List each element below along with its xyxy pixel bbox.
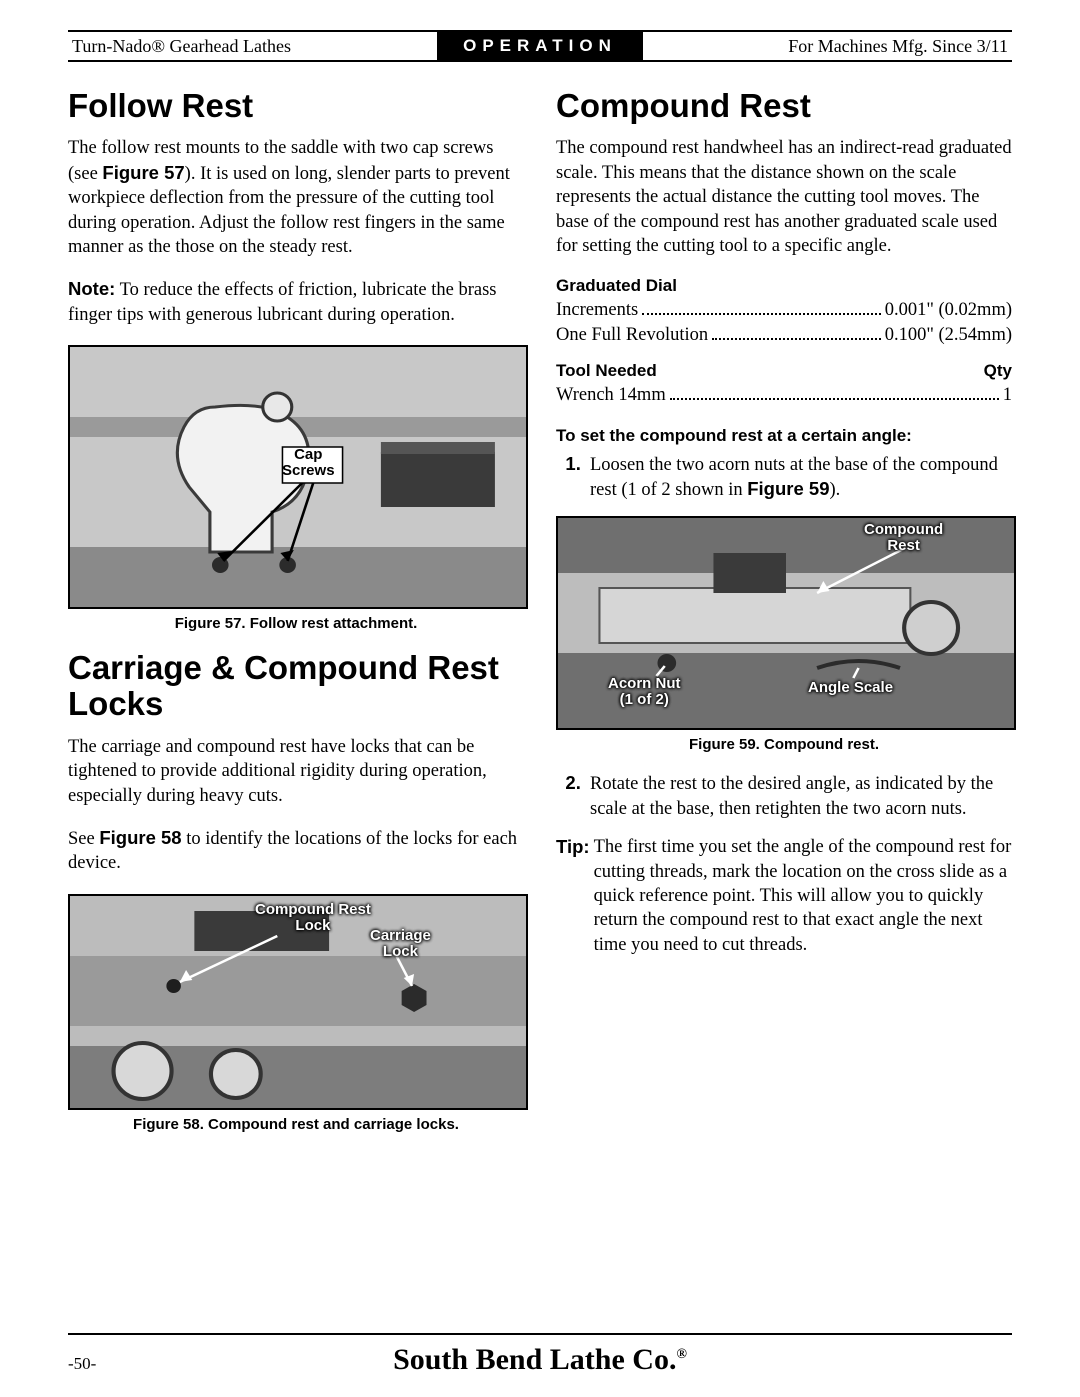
page-number: -50- bbox=[68, 1354, 148, 1374]
leader-dots bbox=[712, 323, 881, 340]
figure-57-caption: Figure 57. Follow rest attachment. bbox=[68, 615, 524, 632]
footer-brand: South Bend Lathe Co.® bbox=[148, 1343, 932, 1377]
grad-row-label: Increments bbox=[556, 298, 638, 322]
carriage-locks-para2: See Figure 58 to identify the locations … bbox=[68, 826, 524, 876]
carriage-locks-para1: The carriage and compound rest have lock… bbox=[68, 735, 524, 808]
compound-rest-paragraph: The compound rest handwheel has an indir… bbox=[556, 136, 1012, 258]
leader-dots bbox=[670, 383, 999, 400]
manual-page: Turn-Nado® Gearhead Lathes OPERATION For… bbox=[0, 0, 1080, 1397]
header-left: Turn-Nado® Gearhead Lathes bbox=[68, 36, 437, 57]
grad-row-value: 0.001" (0.02mm) bbox=[885, 298, 1012, 322]
page-header: Turn-Nado® Gearhead Lathes OPERATION For… bbox=[68, 30, 1012, 62]
leader-dots bbox=[642, 299, 881, 316]
tool-head-right: Qty bbox=[984, 361, 1012, 381]
registered-mark: ® bbox=[676, 1347, 686, 1362]
carriage-locks-heading: Carriage & Compound Rest Locks bbox=[68, 650, 524, 723]
fig58-callout-carriage-lock: CarriageLock bbox=[370, 928, 431, 960]
follow-rest-note: Note: To reduce the effects of friction,… bbox=[68, 277, 524, 327]
content-columns: Follow Rest The follow rest mounts to th… bbox=[68, 88, 1012, 1151]
fig59-callout-acorn-nut: Acorn Nut(1 of 2) bbox=[608, 676, 681, 708]
page-footer: -50- South Bend Lathe Co.® bbox=[68, 1343, 1012, 1377]
header-center: OPERATION bbox=[437, 32, 643, 60]
right-column: Compound Rest The compound rest handwhee… bbox=[556, 88, 1012, 1151]
procedure-list: Loosen the two acorn nuts at the base of… bbox=[556, 452, 1012, 503]
footer-rule bbox=[68, 1333, 1012, 1335]
note-text: To reduce the effects of friction, lubri… bbox=[68, 280, 497, 324]
grad-row-label: One Full Revolution bbox=[556, 323, 708, 347]
figure-59: CompoundRest Acorn Nut(1 of 2) Angle Sca… bbox=[556, 516, 1016, 730]
figure-58: Compound RestLock CarriageLock bbox=[68, 894, 528, 1110]
procedure-title: To set the compound rest at a certain an… bbox=[556, 426, 1012, 446]
tip-block: Tip: The first time you set the angle of… bbox=[556, 835, 1012, 957]
fig59-callout-compound-rest: CompoundRest bbox=[864, 522, 943, 554]
figure-58-caption: Figure 58. Compound rest and carriage lo… bbox=[68, 1116, 524, 1133]
fig57-callout-cap-screws: CapScrews bbox=[282, 447, 335, 479]
tool-row-value: 1 bbox=[1003, 383, 1012, 407]
figure-57: CapScrews bbox=[68, 345, 528, 609]
grad-dial-row-increments: Increments 0.001" (0.02mm) bbox=[556, 298, 1012, 322]
tip-label: Tip: bbox=[556, 835, 594, 957]
procedure-list-cont: Rotate the rest to the desired angle, as… bbox=[556, 771, 1012, 821]
fig59-callout-angle-scale: Angle Scale bbox=[808, 680, 893, 696]
fig58-callout-compound-lock: Compound RestLock bbox=[255, 902, 371, 934]
procedure-step-2: Rotate the rest to the desired angle, as… bbox=[586, 771, 1012, 821]
tip-text: The first time you set the angle of the … bbox=[594, 835, 1012, 957]
tool-needed-heading: Tool Needed Qty bbox=[556, 361, 1012, 381]
brand-name: South Bend Lathe Co. bbox=[393, 1343, 676, 1376]
compound-rest-heading: Compound Rest bbox=[556, 88, 1012, 124]
graduated-dial-heading: Graduated Dial bbox=[556, 276, 1012, 296]
procedure-step-1: Loosen the two acorn nuts at the base of… bbox=[586, 452, 1012, 503]
tool-row-label: Wrench 14mm bbox=[556, 383, 666, 407]
header-right: For Machines Mfg. Since 3/11 bbox=[643, 36, 1012, 57]
follow-rest-paragraph: The follow rest mounts to the saddle wit… bbox=[68, 136, 524, 259]
figure-59-caption: Figure 59. Compound rest. bbox=[556, 736, 1012, 753]
left-column: Follow Rest The follow rest mounts to th… bbox=[68, 88, 524, 1151]
grad-dial-row-revolution: One Full Revolution 0.100" (2.54mm) bbox=[556, 323, 1012, 347]
tool-head-left: Tool Needed bbox=[556, 361, 657, 381]
note-label: Note: bbox=[68, 278, 115, 299]
tool-row-wrench: Wrench 14mm 1 bbox=[556, 383, 1012, 407]
follow-rest-heading: Follow Rest bbox=[68, 88, 524, 124]
grad-row-value: 0.100" (2.54mm) bbox=[885, 323, 1012, 347]
